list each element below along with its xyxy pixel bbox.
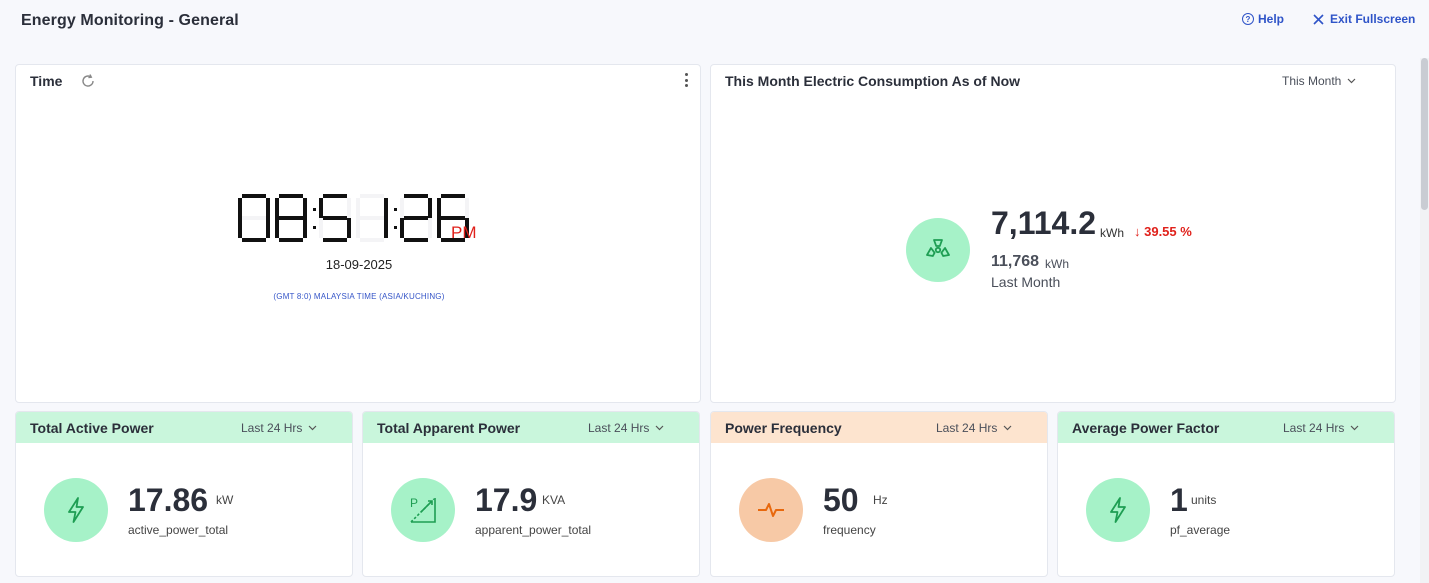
lightning-icon xyxy=(1110,497,1126,523)
chevron-down-icon xyxy=(1347,78,1356,84)
time-widget: Time 08:51:26 PM 18-09-2025 (GMT 8:0) MA… xyxy=(15,64,701,403)
metric-unit: units xyxy=(1191,493,1217,507)
last-month-label: Last Month xyxy=(991,274,1061,290)
metric-value: 50 xyxy=(823,482,859,518)
metric-unit: Hz xyxy=(873,493,888,507)
lightning-icon xyxy=(68,497,84,523)
chevron-down-icon xyxy=(1350,425,1359,431)
metric-parameter: frequency xyxy=(823,523,876,537)
consumption-change: ↓ 39.55 % xyxy=(1134,224,1192,239)
period-dropdown[interactable]: Last 24 Hrs xyxy=(241,421,317,435)
clock-time-text: 08:51:26 xyxy=(16,65,17,66)
date-label: 18-09-2025 xyxy=(325,257,393,272)
consumption-widget: This Month Electric Consumption As of No… xyxy=(710,64,1396,403)
help-label: Help xyxy=(1258,12,1285,26)
last-month-unit: kWh xyxy=(1045,257,1069,271)
top-bar: Energy Monitoring - General ? Help Exit … xyxy=(0,0,1429,44)
period-dropdown[interactable]: This Month xyxy=(1282,74,1356,88)
metric-title: Average Power Factor xyxy=(1072,420,1220,436)
help-icon: ? xyxy=(1242,13,1254,25)
clock-digit xyxy=(238,194,270,242)
timezone-label: (GMT 8:0) MALAYSIA TIME (ASIA/KUCHING) xyxy=(273,292,445,301)
scrollbar-thumb[interactable] xyxy=(1421,58,1428,210)
page-title: Energy Monitoring - General xyxy=(21,12,239,29)
power-frequency-widget: Power Frequency Last 24 Hrs 50 Hz freque… xyxy=(710,411,1048,577)
close-icon xyxy=(1313,13,1324,25)
period-dropdown-label: Last 24 Hrs xyxy=(1283,421,1345,435)
digital-clock xyxy=(238,194,469,242)
vertical-scrollbar[interactable] xyxy=(1420,58,1429,583)
consumption-title: This Month Electric Consumption As of No… xyxy=(725,73,1021,89)
consumption-value: 7,114.2 xyxy=(991,205,1096,241)
pulse-icon xyxy=(758,503,784,517)
chevron-down-icon xyxy=(308,425,317,431)
metric-header xyxy=(711,412,1047,443)
clock-digit xyxy=(356,194,388,242)
metric-header xyxy=(363,412,699,443)
ampm-label: PM xyxy=(451,223,477,242)
period-dropdown[interactable]: Last 24 Hrs xyxy=(936,421,1012,435)
clock-digit xyxy=(437,194,469,242)
period-dropdown-label: Last 24 Hrs xyxy=(936,421,998,435)
metric-title: Total Active Power xyxy=(30,420,154,436)
metric-unit: KVA xyxy=(542,493,566,507)
lightning-icon-badge xyxy=(1086,478,1150,542)
clock-digit xyxy=(275,194,307,242)
consumption-unit: kWh xyxy=(1100,226,1124,240)
metric-value: 1 xyxy=(1170,482,1188,518)
metric-title: Power Frequency xyxy=(725,420,842,436)
radiation-icon xyxy=(926,239,950,257)
svg-text:P: P xyxy=(410,496,418,510)
clock-digit xyxy=(400,194,432,242)
metric-value: 17.86 xyxy=(128,482,209,518)
clock-colon xyxy=(394,208,397,229)
metric-value: 17.9 xyxy=(475,482,538,518)
radiation-icon-badge xyxy=(906,218,970,282)
metric-title: Total Apparent Power xyxy=(377,420,521,436)
period-dropdown-label: Last 24 Hrs xyxy=(241,421,303,435)
exit-fullscreen-button[interactable]: Exit Fullscreen xyxy=(1313,12,1415,26)
chevron-down-icon xyxy=(655,425,664,431)
metric-parameter: apparent_power_total xyxy=(475,523,592,537)
exit-fullscreen-label: Exit Fullscreen xyxy=(1330,12,1416,26)
period-dropdown[interactable]: Last 24 Hrs xyxy=(1283,421,1359,435)
total-active-power-widget: Total Active Power Last 24 Hrs 17.86 kW … xyxy=(15,411,353,577)
apparent-power-icon-badge: P xyxy=(391,478,455,542)
clock-digit xyxy=(319,194,351,242)
last-month-value: 11,768 xyxy=(991,253,1040,270)
metric-parameter: active_power_total xyxy=(128,523,229,537)
chevron-down-icon xyxy=(1003,425,1012,431)
metric-unit: kW xyxy=(216,493,234,507)
lightning-icon-badge xyxy=(44,478,108,542)
metric-header xyxy=(1058,412,1394,443)
period-dropdown-label: This Month xyxy=(1282,74,1342,88)
period-dropdown[interactable]: Last 24 Hrs xyxy=(588,421,664,435)
refresh-icon[interactable] xyxy=(80,73,96,89)
metric-header xyxy=(16,412,352,443)
pulse-icon-badge xyxy=(739,478,803,542)
period-dropdown-label: Last 24 Hrs xyxy=(588,421,650,435)
more-options-icon[interactable] xyxy=(682,73,690,87)
time-widget-title: Time xyxy=(30,73,63,89)
clock-colon xyxy=(313,208,316,229)
total-apparent-power-widget: Total Apparent Power Last 24 Hrs P 17.9 … xyxy=(362,411,700,577)
metric-parameter: pf_average xyxy=(1170,523,1231,537)
average-power-factor-widget: Average Power Factor Last 24 Hrs 1 units… xyxy=(1057,411,1395,577)
apparent-power-icon: P xyxy=(410,496,436,523)
help-link[interactable]: ? Help xyxy=(1242,12,1284,26)
